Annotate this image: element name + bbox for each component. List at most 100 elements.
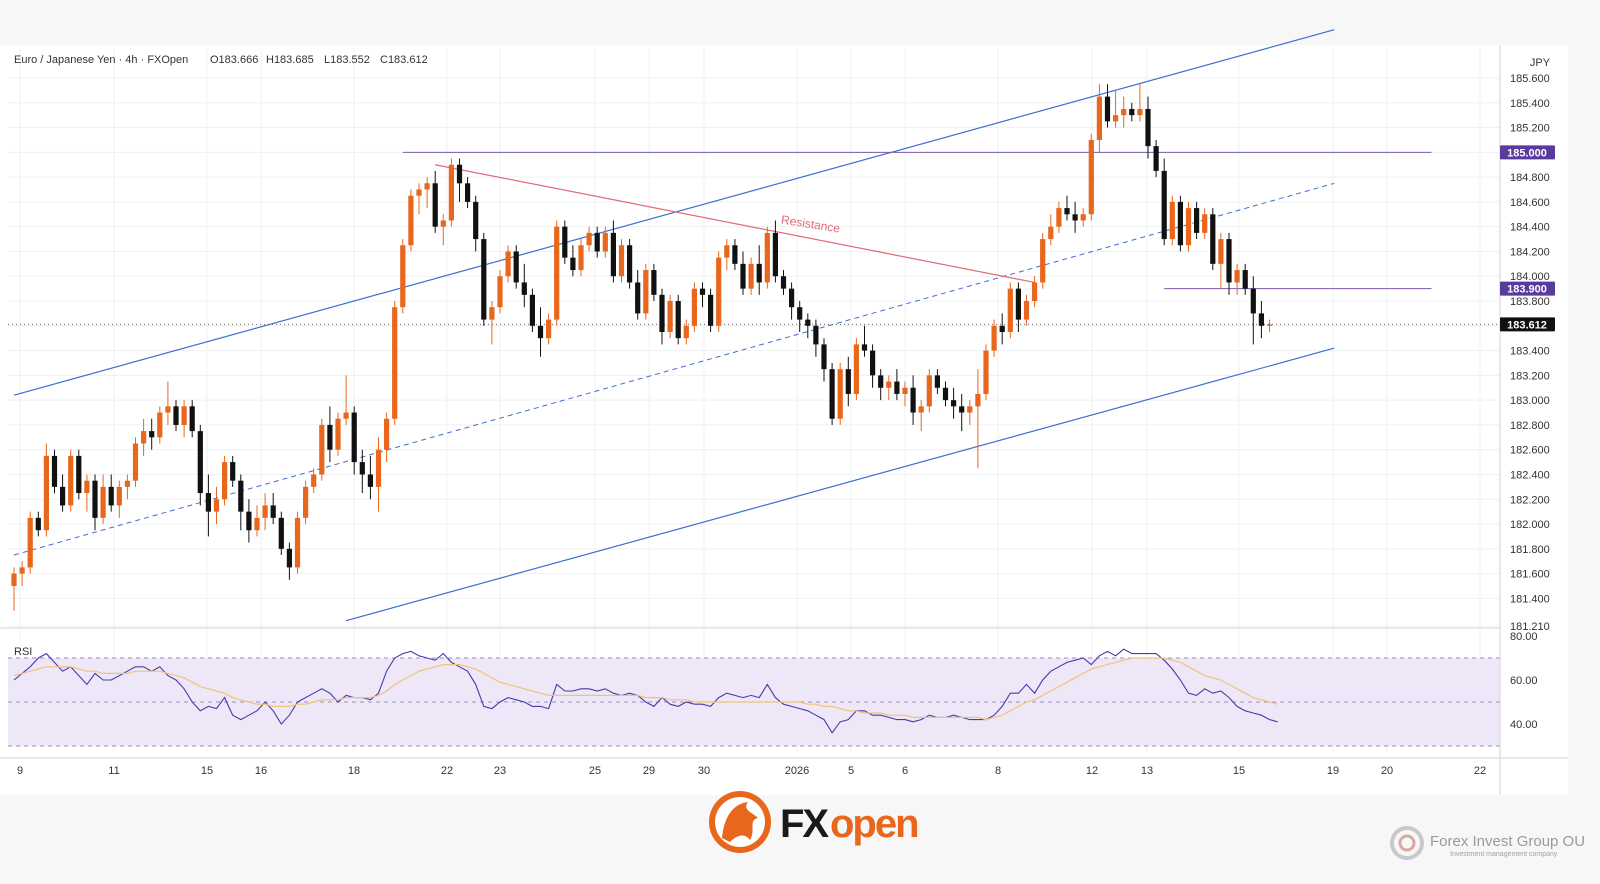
candle-body [837,369,843,419]
candle-body [432,183,438,227]
channel-mid-line [13,182,1335,556]
candle-body [902,387,908,394]
candle-body [1023,301,1030,320]
candle-body [481,239,487,320]
candle-body [886,381,892,388]
fxopen-logo: FX open [709,791,920,853]
candle-body [537,325,544,339]
y-tick-label: 183.800 [1510,296,1550,308]
candle-body [1177,201,1183,246]
candle-body [853,344,859,394]
candle-body [764,232,770,283]
candle-body [975,393,981,407]
company-logo-icon [1390,826,1424,860]
y-tick-label: 181.400 [1510,593,1550,605]
candle-body [983,350,989,394]
grid-layer [8,48,1500,752]
candle-body [926,375,932,407]
candle-body [861,344,868,351]
candle-body [942,387,949,401]
candle-body [165,406,171,413]
candle-body [294,517,301,568]
rsi-line [13,648,1278,734]
candle-body [116,486,122,506]
candle-body [230,462,236,481]
price-badge [1500,145,1555,160]
x-tick-label: 29 [643,765,655,777]
price-badge-label: 185.000 [1507,147,1547,159]
candle-body [76,455,82,494]
candle-body [132,443,139,481]
candle-body [238,480,244,512]
legend-open: O183.666 [210,54,258,66]
x-tick-label: 6 [902,765,908,777]
candle-body [311,474,317,487]
y-tick-label: 184.000 [1510,271,1550,283]
candle-body [149,431,155,438]
y-tick-label: 184.400 [1510,222,1550,234]
candle-body [1234,270,1240,283]
x-tick-label: 13 [1141,765,1153,777]
y-tick-label: 181.800 [1510,544,1550,556]
candles-layer [11,84,1273,611]
y-tick-label: 184.200 [1510,246,1550,258]
candle-body [246,511,252,531]
candle-body [894,381,900,394]
x-tick-label: 23 [494,765,506,777]
candle-body [1064,208,1070,215]
company-name: Forex Invest Group OU [1430,833,1585,850]
candle-body [351,412,357,463]
candle-body [392,307,398,419]
candle-body [1129,108,1135,116]
legend-close: C183.612 [380,54,428,66]
legend-instrument: Euro / Japanese Yen · 4h · FXOpen [14,54,188,66]
candle-body [643,270,649,314]
y-tick-label: 183.200 [1510,370,1550,382]
y-tick-label: 185.600 [1510,73,1550,85]
candle-body [1145,108,1151,147]
company-logo-inner-icon [1398,834,1416,852]
candle-body [1169,201,1175,240]
rsi-ma-line [13,657,1278,721]
candle-body [1258,313,1264,326]
candle-body [699,288,706,295]
candle-body [278,517,284,549]
y-tick-label: 183.000 [1510,395,1550,407]
candle-body [497,276,503,308]
x-tick-label: 19 [1327,765,1339,777]
rsi-tick-label: 40.00 [1510,719,1538,731]
candle-body [610,232,616,277]
candle-body [1080,214,1086,221]
candle-body [262,505,268,518]
y-tick-label: 182.400 [1510,469,1550,481]
x-tick-label: 5 [848,765,854,777]
candle-body [586,232,592,246]
candle-body [910,387,916,413]
candle-body [173,406,179,425]
candle-body [319,424,325,475]
candle-body [157,412,163,438]
y-tick-label: 182.600 [1510,445,1550,457]
candle-body [456,164,463,184]
candle-body [335,418,341,450]
candle-body [1202,214,1208,233]
legend-high: H183.685 [266,54,314,66]
x-tick-label: 18 [348,765,360,777]
axis-layer: 9 11 15 16 18 22 23 25 29 30 2026 5 6 8 12 13 15 19 20 22 18… [0,45,1568,795]
candle-body [724,245,730,258]
candle-body [465,183,471,202]
candle-body [805,319,811,326]
candle-body [618,245,625,277]
candle-body [1088,139,1094,215]
candle-body [991,325,997,351]
candle-body [327,424,333,450]
candle-body [19,567,25,574]
candle-body [124,480,130,487]
x-tick-label: 12 [1086,765,1098,777]
candle-body [1056,208,1062,227]
candle-body [1226,239,1232,283]
candle-body [1104,96,1111,122]
candle-body [213,499,220,512]
